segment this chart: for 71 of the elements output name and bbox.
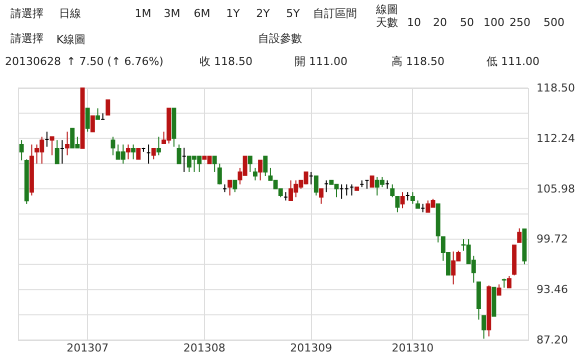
candlestick bbox=[54, 140, 60, 164]
text: 1Y bbox=[226, 7, 240, 20]
text: 日線 bbox=[59, 7, 81, 20]
text: 5Y bbox=[286, 7, 300, 20]
text: K線圖 bbox=[56, 33, 86, 46]
text: 6M bbox=[194, 7, 210, 20]
candlestick bbox=[395, 196, 400, 213]
y-tick-label: 105.98 bbox=[536, 182, 575, 196]
candlestick bbox=[50, 136, 54, 156]
text: 自訂區間 bbox=[313, 7, 357, 20]
candlestick bbox=[228, 180, 232, 196]
text: 天數 bbox=[376, 16, 398, 29]
candlestick bbox=[263, 156, 268, 176]
text: 3M bbox=[164, 7, 180, 20]
candlestick bbox=[248, 156, 252, 172]
x-tick-label: 201307 bbox=[66, 342, 109, 354]
candlestick bbox=[410, 192, 415, 204]
text: 請選擇 bbox=[10, 32, 44, 45]
text: 250 bbox=[510, 16, 530, 29]
text: 20 bbox=[433, 16, 447, 29]
candlestick bbox=[258, 160, 263, 181]
candlestick bbox=[482, 315, 486, 340]
candlestick bbox=[19, 140, 24, 161]
text: 收 118.50 bbox=[200, 55, 252, 68]
y-tick-label: 99.72 bbox=[536, 232, 568, 246]
candlestick bbox=[314, 176, 318, 196]
candlestick bbox=[136, 148, 141, 160]
text: 開 111.00 bbox=[294, 55, 348, 68]
y-tick-label: 112.24 bbox=[536, 132, 575, 145]
candlestick bbox=[252, 167, 258, 181]
text: 20130628 bbox=[5, 55, 61, 68]
y-tick-label: 118.50 bbox=[536, 82, 575, 94]
text: ↑ 7.50 (↑ 6.76%) bbox=[66, 55, 164, 68]
text: 請選擇 bbox=[10, 7, 44, 20]
text: 2Y bbox=[256, 7, 270, 20]
candlestick bbox=[212, 156, 217, 172]
y-tick-label: 93.46 bbox=[536, 283, 568, 296]
text: 10 bbox=[407, 16, 421, 29]
text: 500 bbox=[544, 16, 564, 29]
text: 50 bbox=[460, 16, 474, 29]
candlestick bbox=[496, 284, 502, 296]
candlestick bbox=[96, 108, 100, 120]
candlestick bbox=[217, 163, 222, 185]
x-tick-label: 201309 bbox=[290, 342, 332, 354]
text: 低 111.00 bbox=[486, 55, 540, 68]
candlestick bbox=[176, 144, 182, 164]
candlestick bbox=[400, 192, 405, 209]
y-tick-label: 87.20 bbox=[536, 334, 568, 346]
candlestick bbox=[156, 136, 161, 156]
candlestick bbox=[151, 148, 156, 160]
candlestick bbox=[106, 99, 110, 116]
candlestick bbox=[319, 188, 324, 204]
candlestick bbox=[506, 275, 512, 288]
text: 1M bbox=[134, 7, 152, 20]
candlestick bbox=[517, 228, 522, 243]
x-tick-label: 201308 bbox=[183, 342, 226, 354]
text: 線圖 bbox=[375, 3, 398, 16]
candlestick bbox=[126, 144, 130, 160]
candlestick bbox=[131, 144, 136, 160]
text: 100 bbox=[484, 16, 504, 29]
candlestick bbox=[110, 136, 116, 156]
x-tick-label: 201310 bbox=[392, 342, 434, 354]
candlestick bbox=[90, 115, 95, 132]
candlestick bbox=[390, 184, 395, 198]
candlestick bbox=[502, 278, 506, 288]
text: 高 118.50 bbox=[392, 55, 444, 68]
candlestick bbox=[370, 176, 374, 188]
text: 自設參數 bbox=[258, 32, 302, 45]
candlestick bbox=[65, 131, 70, 156]
candlestick bbox=[85, 108, 90, 132]
candlestick bbox=[232, 180, 238, 193]
